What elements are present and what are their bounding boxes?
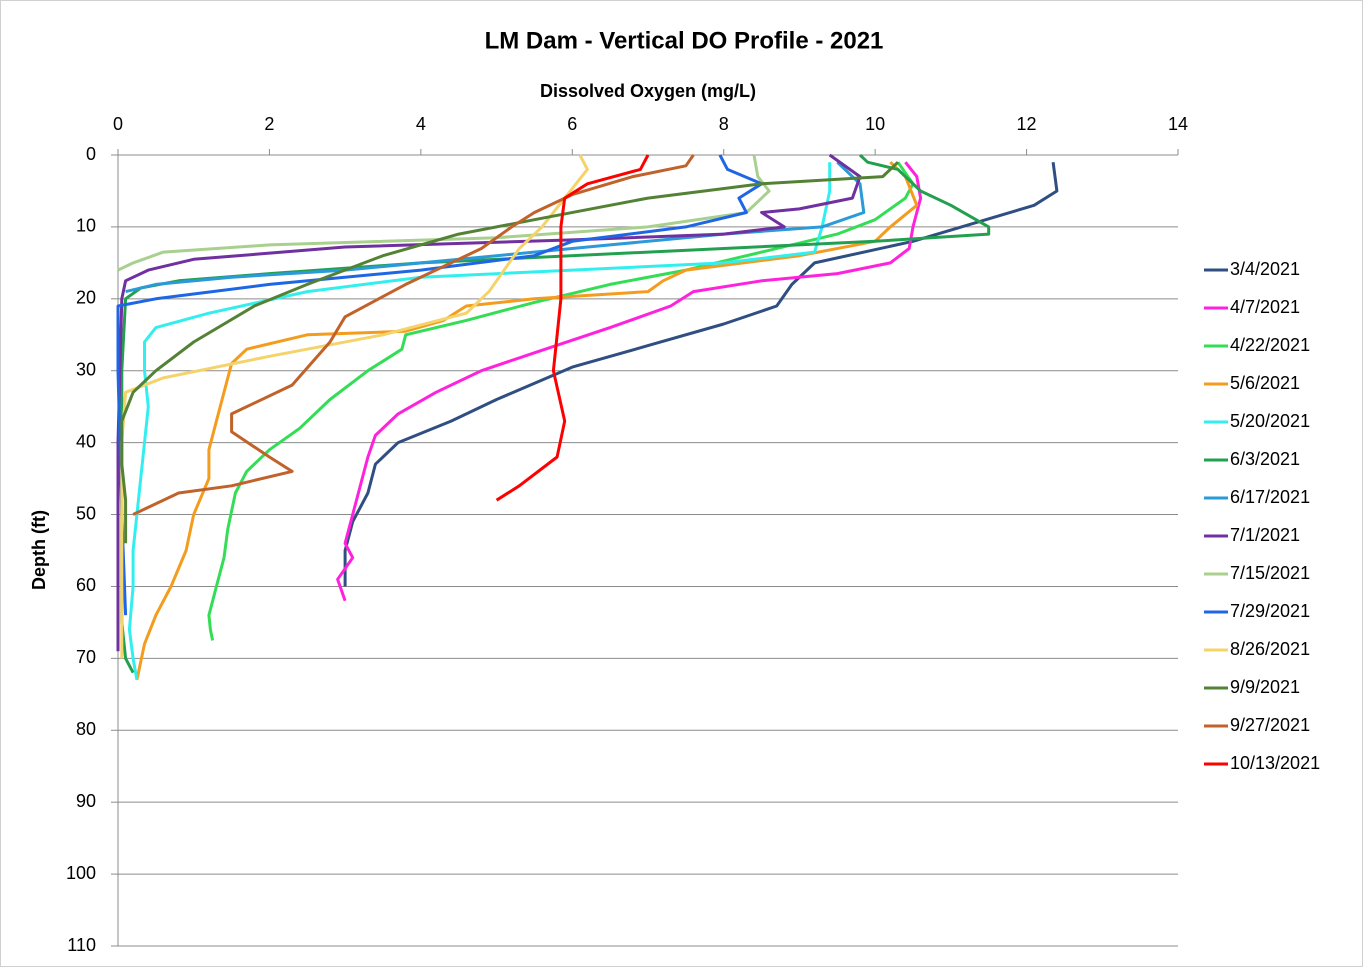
series-line [116,153,862,652]
x-tick-label: 4 [416,114,426,134]
series-line [125,161,866,294]
series-line [135,161,919,681]
y-tick-label: 40 [76,431,96,451]
legend-label: 5/6/2021 [1230,373,1300,393]
legend-label: 4/22/2021 [1230,335,1310,355]
y-axis-label: Depth (ft) [29,510,49,590]
legend-label: 7/15/2021 [1230,563,1310,583]
legend-label: 6/3/2021 [1230,449,1300,469]
y-tick-label: 100 [66,863,96,883]
series-line [495,154,650,502]
legend-label: 8/26/2021 [1230,639,1310,659]
chart-title: LM Dam - Vertical DO Profile - 2021 [485,27,884,54]
y-tick-label: 80 [76,719,96,739]
y-tick-label: 50 [76,503,96,523]
legend-label: 7/29/2021 [1230,601,1310,621]
x-tick-label: 2 [264,114,274,134]
series-line [343,162,1059,587]
y-tick-label: 60 [76,575,96,595]
y-tick-label: 10 [76,216,96,236]
y-tick-label: 0 [86,144,96,164]
x-tick-label: 0 [113,114,123,134]
x-tick-label: 8 [719,114,729,134]
series-line [132,154,695,516]
y-tick-label: 70 [76,647,96,667]
series-line [336,161,923,602]
legend-label: 5/20/2021 [1230,411,1310,431]
series-line [120,154,589,659]
x-axis-label: Dissolved Oxygen (mg/L) [540,81,756,101]
series-line [116,154,764,616]
series-line [127,162,832,681]
legend-label: 7/1/2021 [1230,525,1300,545]
legend-label: 9/9/2021 [1230,677,1300,697]
series-line [120,161,899,544]
legend-label: 9/27/2021 [1230,715,1310,735]
legend-label: 3/4/2021 [1230,259,1300,279]
y-tick-label: 110 [67,935,96,955]
y-tick-label: 20 [76,288,96,308]
x-tick-label: 6 [567,114,577,134]
legend-label: 10/13/2021 [1230,753,1320,773]
y-tick-label: 30 [76,359,96,379]
series-line [207,161,915,641]
y-tick-label: 90 [76,791,96,811]
legend-label: 6/17/2021 [1230,487,1310,507]
legend-label: 4/7/2021 [1230,297,1300,317]
x-tick-label: 14 [1168,114,1188,134]
x-tick-label: 10 [865,114,885,134]
x-tick-label: 12 [1017,114,1037,134]
